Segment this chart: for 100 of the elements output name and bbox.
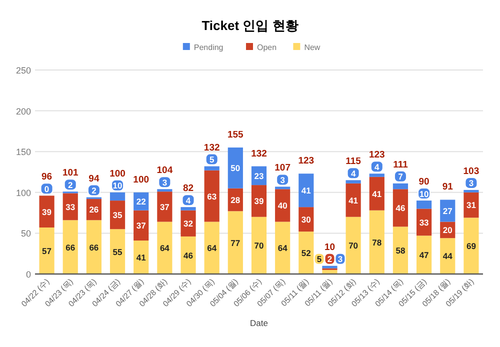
data-label: 3 xyxy=(280,174,286,185)
data-label: 50 xyxy=(230,163,240,174)
data-label: 5 xyxy=(316,254,322,264)
data-label: 41 xyxy=(348,195,358,206)
legend-label: New xyxy=(304,43,320,52)
data-label: 44 xyxy=(442,251,453,262)
total-label: 100 xyxy=(133,174,150,186)
bar xyxy=(251,185,267,217)
bar xyxy=(134,240,149,274)
total-label: 111 xyxy=(393,159,409,170)
total-label: 132 xyxy=(204,142,220,154)
data-label: 26 xyxy=(89,204,99,215)
data-label: 41 xyxy=(372,188,382,199)
data-label: 66 xyxy=(89,242,99,252)
bar xyxy=(39,227,54,274)
data-label: 77 xyxy=(230,238,240,248)
data-label: 7 xyxy=(398,172,404,182)
bar xyxy=(62,220,78,274)
data-label: 28 xyxy=(230,194,240,205)
total-label: 107 xyxy=(274,162,291,174)
bar xyxy=(180,210,196,236)
data-label: 2 xyxy=(327,254,332,264)
bar xyxy=(134,210,149,241)
total-label: 123 xyxy=(298,156,314,167)
bar xyxy=(86,220,102,274)
total-label: 101 xyxy=(62,168,80,179)
y-tick-label: 200 xyxy=(16,106,31,116)
data-label: 30 xyxy=(301,214,312,225)
data-label: 2 xyxy=(68,180,73,190)
total-label: 103 xyxy=(463,166,480,177)
total-label: 132 xyxy=(251,148,267,160)
data-label: 40 xyxy=(278,200,288,211)
data-label: 57 xyxy=(42,246,52,256)
total-label: 96 xyxy=(42,172,52,183)
total-label: 100 xyxy=(110,168,126,180)
data-label: 70 xyxy=(254,240,264,251)
y-tick-label: 100 xyxy=(16,188,31,198)
data-label: 10 xyxy=(419,188,430,199)
total-label: 82 xyxy=(182,183,194,194)
bar xyxy=(392,189,408,227)
bar xyxy=(228,148,243,188)
data-label: 35 xyxy=(112,210,123,220)
data-label: 31 xyxy=(466,200,476,210)
y-tick-label: 50 xyxy=(20,228,31,239)
y-tick-label: 0 xyxy=(26,270,31,280)
data-label: 3 xyxy=(468,178,474,188)
chart-title: Ticket 인입 현황 xyxy=(202,18,298,33)
total-label: 123 xyxy=(368,150,385,161)
data-label: 23 xyxy=(254,170,264,181)
bar xyxy=(464,218,479,274)
data-label: 41 xyxy=(136,252,146,262)
data-label: 2 xyxy=(92,185,97,196)
data-label: 41 xyxy=(301,186,312,196)
data-label: 47 xyxy=(419,250,430,260)
data-label: 66 xyxy=(66,242,76,252)
bar xyxy=(369,176,384,210)
data-label: 39 xyxy=(42,206,52,217)
total-label: 155 xyxy=(227,130,244,141)
data-label: 33 xyxy=(66,202,76,212)
total-label: 91 xyxy=(442,182,454,193)
data-label: 58 xyxy=(396,246,406,256)
bar xyxy=(157,192,172,222)
bar xyxy=(440,238,456,274)
data-label: 3 xyxy=(162,177,168,188)
data-label: 37 xyxy=(136,220,146,231)
data-label: 4 xyxy=(186,195,191,206)
total-label: 104 xyxy=(156,165,174,176)
bar xyxy=(204,170,220,222)
bar xyxy=(440,200,456,222)
data-label: 10 xyxy=(112,180,123,191)
bar xyxy=(275,222,290,274)
data-label: 20 xyxy=(442,225,453,236)
legend-label: Pending xyxy=(194,43,224,52)
data-label: 33 xyxy=(419,217,430,228)
data-label: 78 xyxy=(372,237,382,248)
data-label: 22 xyxy=(136,196,146,207)
total-label: 10 xyxy=(324,242,336,253)
bar xyxy=(39,196,54,228)
bar xyxy=(369,210,384,274)
data-label: 64 xyxy=(207,243,217,254)
data-label: 64 xyxy=(278,243,288,254)
data-label: 4 xyxy=(350,168,356,178)
data-label: 27 xyxy=(442,206,453,216)
legend-label: Open xyxy=(257,43,277,52)
bar xyxy=(110,229,126,274)
bar xyxy=(251,216,267,274)
total-label: 115 xyxy=(346,156,362,168)
y-tick-label: 150 xyxy=(16,147,31,158)
data-label: 69 xyxy=(466,241,476,252)
bar xyxy=(157,222,172,274)
bar xyxy=(298,174,314,208)
bar xyxy=(392,226,408,274)
data-label: 4 xyxy=(374,162,380,172)
data-label: 37 xyxy=(160,202,170,212)
data-label: 32 xyxy=(184,218,194,229)
bar xyxy=(275,189,290,222)
y-tick-label: 250 xyxy=(16,66,31,76)
bar xyxy=(180,236,196,274)
total-label: 94 xyxy=(88,173,100,184)
total-label: 90 xyxy=(418,176,430,188)
